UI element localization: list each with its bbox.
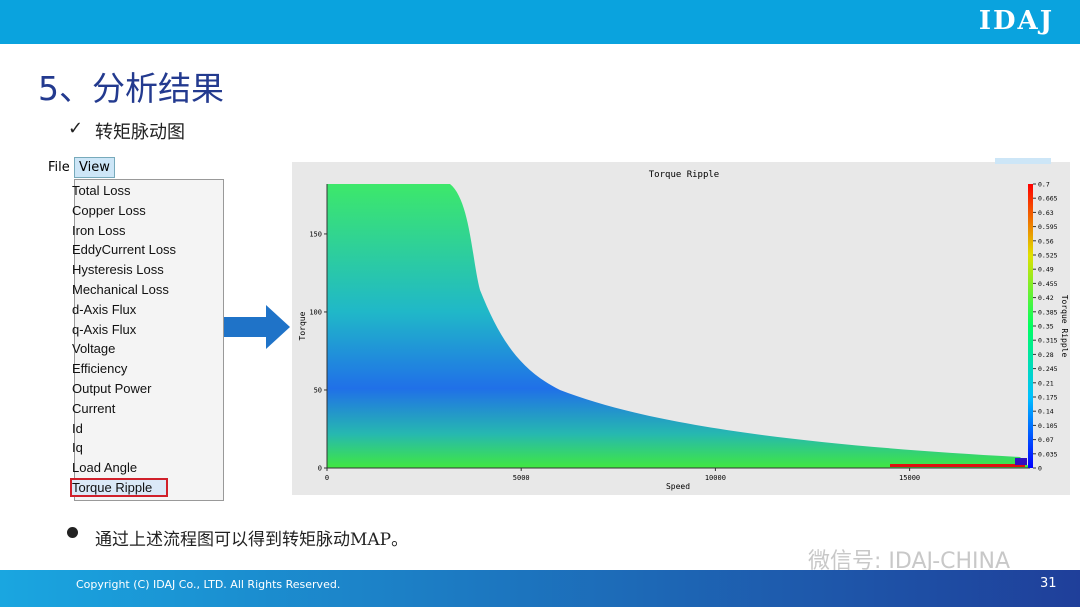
x-tick-label: 15000 — [899, 474, 920, 482]
contour-fill — [327, 184, 1030, 468]
watermark: 微信号: IDAJ-CHINA — [808, 549, 1011, 574]
contour-corner — [1015, 458, 1027, 465]
colorbar-tick-label: 0.035 — [1038, 450, 1058, 458]
colorbar-tick-label: 0.21 — [1038, 379, 1054, 387]
footer-bar — [0, 570, 1080, 607]
menu-item[interactable]: Copper Loss — [72, 202, 146, 218]
x-tick-label: 5000 — [513, 474, 530, 482]
colorbar-tick-label: 0.56 — [1038, 237, 1054, 245]
y-tick-label: 50 — [314, 386, 322, 394]
menu-item[interactable]: Iron Loss — [72, 222, 126, 238]
copyright: Copyright (C) IDAJ Co., LTD. All Rights … — [76, 578, 341, 591]
menu-item[interactable]: d-Axis Flux — [72, 301, 137, 317]
menu-item[interactable]: Voltage — [72, 341, 116, 357]
panel-tab — [995, 158, 1051, 164]
colorbar-tick-label: 0.315 — [1038, 337, 1058, 345]
top-bar — [0, 0, 1080, 44]
colorbar-tick-label: 0.42 — [1038, 294, 1054, 302]
menu-item[interactable]: Mechanical Loss — [72, 282, 169, 297]
colorbar-tick-label: 0.595 — [1038, 223, 1058, 231]
x-tick-label: 0 — [325, 474, 329, 482]
menu-item[interactable]: Current — [72, 400, 116, 416]
menu-item[interactable]: Torque Ripple — [70, 478, 169, 497]
check-icon: ✓ — [68, 118, 84, 139]
colorbar-tick-label: 0.665 — [1038, 195, 1058, 203]
colorbar-label: Torque Ripple — [1060, 295, 1069, 358]
colorbar-tick-label: 0.525 — [1038, 252, 1058, 260]
colorbar-tick-label: 0.07 — [1038, 436, 1054, 444]
colorbar-tick-label: 0.63 — [1038, 209, 1054, 217]
chart-title: Torque Ripple — [649, 170, 719, 180]
colorbar-tick-label: 0.455 — [1038, 280, 1058, 288]
colorbar-tick-label: 0.14 — [1038, 408, 1054, 416]
menu-item[interactable]: Total Loss — [72, 183, 131, 198]
logo: IDAJ — [978, 6, 1054, 36]
y-tick-label: 100 — [309, 308, 322, 316]
colorbar — [1028, 184, 1033, 468]
y-axis-label: Torque — [298, 311, 307, 340]
colorbar-tick-label: 0.175 — [1038, 394, 1058, 402]
y-tick-label: 150 — [309, 230, 322, 238]
colorbar-tick-label: 0.49 — [1038, 266, 1054, 274]
menu-item[interactable]: Id — [72, 420, 83, 436]
subtitle: 转矩脉动图 — [95, 122, 185, 143]
bullet-text: 通过上述流程图可以得到转矩脉动MAP。 — [95, 530, 409, 550]
arrow — [224, 305, 290, 349]
menu-item[interactable]: Output Power — [72, 381, 152, 396]
x-tick-label: 10000 — [705, 474, 726, 482]
colorbar-tick-label: 0.35 — [1038, 323, 1054, 331]
menu-item[interactable]: EddyCurrent Loss — [72, 242, 177, 258]
menu-bar — [44, 155, 222, 181]
menu-window: File View Total Loss Copper Loss Iron Loss… — [44, 155, 224, 501]
menu-item[interactable]: Efficiency — [72, 361, 128, 377]
colorbar-tick-label: 0 — [1038, 465, 1042, 473]
menu-view[interactable]: View — [74, 157, 115, 178]
contour-hot — [890, 464, 1025, 467]
menu-item[interactable]: Hysteresis Loss — [72, 262, 164, 278]
slide-title: 5、分析结果 — [38, 69, 224, 108]
page-number: 31 — [1040, 576, 1057, 591]
menu-item[interactable]: Load Angle — [72, 460, 138, 476]
side-panel — [44, 179, 74, 499]
colorbar-tick-label: 0.385 — [1038, 308, 1058, 316]
menu-item[interactable]: Iq — [72, 440, 83, 456]
colorbar-tick-label: 0.245 — [1038, 365, 1058, 373]
y-tick-label: 0 — [318, 465, 322, 473]
dropdown — [74, 179, 224, 501]
colorbar-tick-label: 0.28 — [1038, 351, 1054, 359]
colorbar-tick-label: 0.7 — [1038, 181, 1050, 189]
bullet-dot — [67, 527, 78, 538]
menu-file[interactable]: File — [48, 160, 70, 175]
menu-item[interactable]: q-Axis Flux — [72, 321, 137, 337]
colorbar-tick-label: 0.105 — [1038, 422, 1058, 430]
x-axis-label: Speed — [666, 482, 690, 491]
